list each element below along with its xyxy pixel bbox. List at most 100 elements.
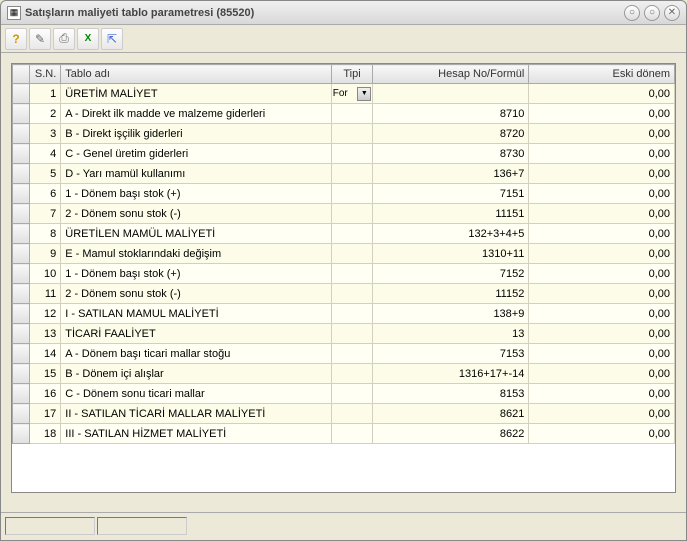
cell-tipi[interactable]	[331, 184, 373, 204]
cell-eski[interactable]: 0,00	[529, 284, 675, 304]
cell-eski[interactable]: 0,00	[529, 144, 675, 164]
export-button[interactable]: ⇱	[101, 28, 123, 50]
cell-formul[interactable]: 7153	[373, 344, 529, 364]
cell-eski[interactable]: 0,00	[529, 104, 675, 124]
column-header-eski[interactable]: Eski dönem	[529, 65, 675, 84]
table-row[interactable]: 18III - SATILAN HİZMET MALİYETİ 86220,00	[13, 424, 675, 444]
cell-formul[interactable]: 8153	[373, 384, 529, 404]
cell-eski[interactable]: 0,00	[529, 204, 675, 224]
cell-tipi[interactable]	[331, 224, 373, 244]
table-row[interactable]: 3B - Direkt işçilik giderleri 87200,00	[13, 124, 675, 144]
table-row[interactable]: 5D - Yarı mamül kullanımı136+70,00	[13, 164, 675, 184]
row-marker[interactable]	[13, 104, 30, 124]
column-header-formul[interactable]: Hesap No/Formül	[373, 65, 529, 84]
titlebar[interactable]: ▦ Satışların maliyeti tablo parametresi …	[1, 1, 686, 25]
data-grid[interactable]: S.N. Tablo adı Tipi Hesap No/Formül Eski…	[11, 63, 676, 493]
cell-eski[interactable]: 0,00	[529, 384, 675, 404]
cell-sn[interactable]: 10	[29, 264, 61, 284]
cell-name[interactable]: TİCARİ FAALİYET	[61, 324, 331, 344]
cell-sn[interactable]: 3	[29, 124, 61, 144]
cell-sn[interactable]: 16	[29, 384, 61, 404]
row-marker[interactable]	[13, 424, 30, 444]
cell-formul[interactable]: 138+9	[373, 304, 529, 324]
cell-eski[interactable]: 0,00	[529, 264, 675, 284]
cell-tipi[interactable]	[331, 164, 373, 184]
cell-tipi[interactable]	[331, 384, 373, 404]
cell-formul[interactable]: 1310+11	[373, 244, 529, 264]
cell-sn[interactable]: 14	[29, 344, 61, 364]
table-row[interactable]: 12I - SATILAN MAMUL MALİYETİ 138+90,00	[13, 304, 675, 324]
row-marker[interactable]	[13, 404, 30, 424]
table-row[interactable]: 9E - Mamul stoklarındaki değişim 1310+110…	[13, 244, 675, 264]
cell-formul[interactable]: 8622	[373, 424, 529, 444]
row-marker[interactable]	[13, 184, 30, 204]
row-marker[interactable]	[13, 164, 30, 184]
table-row[interactable]: 8ÜRETİLEN MAMÜL MALİYETİ132+3+4+50,00	[13, 224, 675, 244]
row-marker[interactable]	[13, 264, 30, 284]
chevron-down-icon[interactable]: ▼	[357, 87, 371, 101]
cell-formul[interactable]: 8720	[373, 124, 529, 144]
cell-formul[interactable]: 136+7	[373, 164, 529, 184]
cell-sn[interactable]: 15	[29, 364, 61, 384]
row-marker[interactable]	[13, 124, 30, 144]
cell-name[interactable]: C - Genel üretim giderleri	[61, 144, 331, 164]
cell-name[interactable]: C - Dönem sonu ticari mallar	[61, 384, 331, 404]
table-row[interactable]: 16C - Dönem sonu ticari mallar 81530,00	[13, 384, 675, 404]
cell-sn[interactable]: 9	[29, 244, 61, 264]
cell-sn[interactable]: 8	[29, 224, 61, 244]
cell-name[interactable]: B - Direkt işçilik giderleri	[61, 124, 331, 144]
cell-formul[interactable]: 8730	[373, 144, 529, 164]
cell-tipi[interactable]	[331, 404, 373, 424]
cell-eski[interactable]: 0,00	[529, 184, 675, 204]
cell-name[interactable]: II - SATILAN TİCARİ MALLAR MALİYETİ	[61, 404, 331, 424]
cell-tipi[interactable]	[331, 284, 373, 304]
cell-eski[interactable]: 0,00	[529, 304, 675, 324]
cell-sn[interactable]: 2	[29, 104, 61, 124]
cell-sn[interactable]: 18	[29, 424, 61, 444]
row-marker[interactable]	[13, 344, 30, 364]
cell-formul[interactable]: 11152	[373, 284, 529, 304]
cell-name[interactable]: III - SATILAN HİZMET MALİYETİ	[61, 424, 331, 444]
cell-formul[interactable]: 1316+17+-14	[373, 364, 529, 384]
cell-eski[interactable]: 0,00	[529, 84, 675, 104]
cell-tipi[interactable]	[331, 264, 373, 284]
cell-formul[interactable]: 7152	[373, 264, 529, 284]
cell-eski[interactable]: 0,00	[529, 244, 675, 264]
table-row[interactable]: 14A - Dönem başı ticari mallar stoğu7153…	[13, 344, 675, 364]
cell-sn[interactable]: 5	[29, 164, 61, 184]
cell-name[interactable]: 1 - Dönem başı stok (+)	[61, 264, 331, 284]
cell-tipi[interactable]	[331, 304, 373, 324]
cell-tipi[interactable]	[331, 244, 373, 264]
cell-eski[interactable]: 0,00	[529, 124, 675, 144]
cell-formul[interactable]: 8621	[373, 404, 529, 424]
cell-formul[interactable]: 13	[373, 324, 529, 344]
cell-tipi[interactable]	[331, 364, 373, 384]
cell-name[interactable]: 1 - Dönem başı stok (+)	[61, 184, 331, 204]
row-marker[interactable]	[13, 324, 30, 344]
table-row[interactable]: 72 - Dönem sonu stok (-)111510,00	[13, 204, 675, 224]
table-row[interactable]: 112 - Dönem sonu stok (-)111520,00	[13, 284, 675, 304]
cell-formul[interactable]: 11151	[373, 204, 529, 224]
cell-name[interactable]: B - Dönem içi alışlar	[61, 364, 331, 384]
cell-eski[interactable]: 0,00	[529, 424, 675, 444]
cell-sn[interactable]: 1	[29, 84, 61, 104]
cell-name[interactable]: D - Yarı mamül kullanımı	[61, 164, 331, 184]
cell-name[interactable]: E - Mamul stoklarındaki değişim	[61, 244, 331, 264]
cell-formul[interactable]: 132+3+4+5	[373, 224, 529, 244]
table-row[interactable]: 13TİCARİ FAALİYET130,00	[13, 324, 675, 344]
table-row[interactable]: 2A - Direkt ilk madde ve malzeme giderle…	[13, 104, 675, 124]
cell-formul[interactable]: 7151	[373, 184, 529, 204]
close-button[interactable]: ✕	[664, 5, 680, 21]
cell-tipi[interactable]	[331, 204, 373, 224]
cell-tipi[interactable]	[331, 144, 373, 164]
row-marker[interactable]	[13, 364, 30, 384]
cell-name[interactable]: I - SATILAN MAMUL MALİYETİ	[61, 304, 331, 324]
cell-sn[interactable]: 12	[29, 304, 61, 324]
column-header-tipi[interactable]: Tipi	[331, 65, 373, 84]
cell-name[interactable]: ÜRETİM MALİYET	[61, 84, 331, 104]
table-row[interactable]: 17II - SATILAN TİCARİ MALLAR MALİYETİ862…	[13, 404, 675, 424]
cell-tipi[interactable]	[331, 104, 373, 124]
column-header-sn[interactable]: S.N.	[29, 65, 61, 84]
cell-eski[interactable]: 0,00	[529, 364, 675, 384]
row-marker[interactable]	[13, 204, 30, 224]
